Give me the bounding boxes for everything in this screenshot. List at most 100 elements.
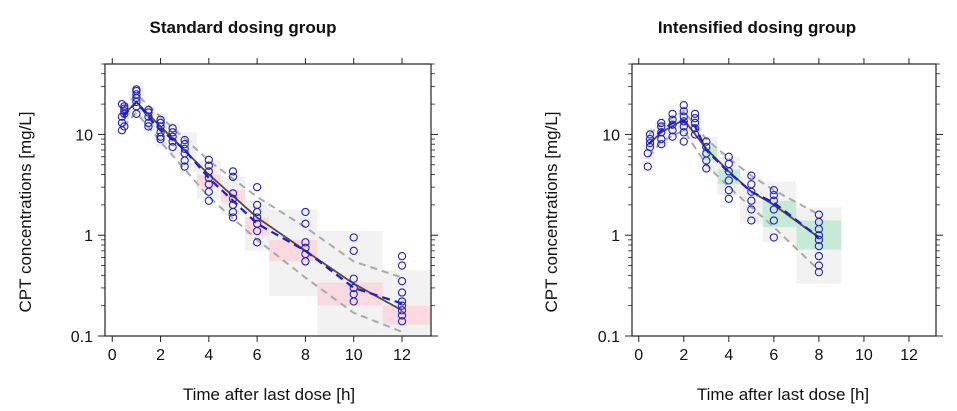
data-point [301, 219, 310, 228]
data-point [120, 122, 129, 131]
data-point [397, 261, 407, 270]
panel-intensified-dosing: Intensified dosing group 0 2 4 6 8 10 12 0.1 1 10… [542, 18, 943, 404]
chart-title: Standard dosing group [150, 18, 337, 37]
plot-frame [104, 63, 432, 337]
data-point [156, 134, 165, 144]
lower-percentile-band [740, 204, 763, 224]
upper-percentile-band [796, 207, 842, 221]
x-tick-label: 0 [634, 347, 643, 364]
data-point [180, 135, 189, 145]
data-point [814, 268, 824, 277]
x-tick-label: 12 [900, 347, 918, 364]
data-point [657, 128, 666, 137]
x-tick-label: 12 [393, 347, 411, 364]
upper-percentile-band [762, 181, 797, 201]
data-point [397, 306, 407, 315]
data-point [668, 126, 677, 135]
data-point [724, 194, 733, 203]
data-point [168, 124, 177, 133]
data-point [156, 115, 165, 124]
y-tick-label: 10 [602, 127, 620, 144]
x-tick-label: 2 [156, 347, 165, 364]
data-point [814, 261, 824, 270]
data-point [769, 233, 779, 242]
data-point [204, 167, 213, 176]
lower-percentile-band [196, 187, 221, 199]
data-point [132, 90, 141, 99]
data-point [397, 277, 407, 286]
y-tick-label: 0.1 [598, 329, 620, 346]
data-point [156, 132, 165, 141]
data-point [204, 196, 213, 205]
data-point [397, 251, 407, 261]
data-point [397, 301, 407, 310]
data-point [301, 207, 310, 217]
upper-percentile-band [382, 270, 431, 306]
data-point [349, 283, 358, 293]
x-tick-label: 8 [814, 347, 823, 364]
data-point [679, 128, 688, 137]
data-point [747, 205, 756, 214]
data-point [117, 112, 127, 121]
data-point [769, 196, 779, 205]
data-point [144, 105, 153, 115]
data-point [228, 172, 238, 181]
y-tick-label: 10 [75, 127, 93, 144]
data-point [228, 213, 238, 222]
data-point [690, 109, 700, 119]
data-point [349, 233, 358, 242]
data-point [180, 140, 189, 149]
data-point [120, 104, 129, 113]
data-point [180, 162, 189, 171]
data-point [724, 176, 733, 185]
data-point [180, 144, 189, 153]
x-tick-label: 2 [679, 347, 688, 364]
data-point [252, 182, 262, 192]
x-tick-label: 6 [769, 347, 778, 364]
data-point [643, 162, 652, 171]
data-point [156, 118, 165, 128]
x-tick-label: 4 [724, 347, 733, 364]
data-point [668, 132, 677, 141]
data-point [204, 173, 213, 183]
median-band [796, 220, 842, 250]
data-point [349, 246, 358, 255]
median-band [654, 128, 669, 140]
data-point [349, 290, 358, 299]
data-point [168, 128, 177, 137]
data-point [132, 85, 141, 94]
data-point [690, 124, 700, 133]
plot-inner [117, 85, 431, 336]
y-tick-label: 1 [611, 228, 620, 245]
plot-frame [631, 63, 937, 337]
data-point [120, 102, 129, 111]
data-point [397, 288, 407, 297]
observed-median-line [648, 120, 820, 239]
data-point [679, 137, 688, 146]
data-point [397, 311, 407, 320]
data-point [814, 241, 824, 251]
lower-percentile-band [129, 108, 144, 117]
y-axis-label: CPT concentrations [mg/L] [16, 112, 35, 313]
data-point [747, 216, 756, 225]
data-point [645, 130, 655, 139]
data-point [204, 180, 213, 189]
data-point [679, 101, 688, 110]
lower-percentile-band [155, 136, 168, 148]
data-point [349, 274, 358, 283]
data-point [690, 114, 700, 123]
upper-percentile-band [220, 176, 246, 191]
lower-percentile-band [382, 324, 431, 336]
data-point [204, 155, 213, 164]
x-tick-label: 10 [855, 347, 873, 364]
data-point [747, 196, 756, 205]
data-point [769, 186, 779, 195]
data-point [668, 109, 677, 119]
data-point [747, 180, 756, 189]
median-band [762, 200, 797, 228]
data-point [144, 122, 153, 131]
y-tick-label: 0.1 [71, 329, 93, 346]
data-point [252, 200, 262, 210]
